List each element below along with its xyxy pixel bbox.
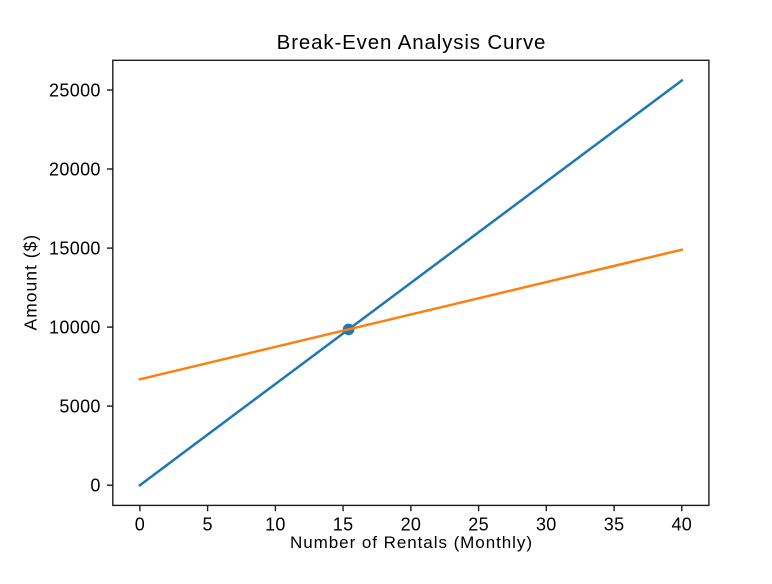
svg-text:5000: 5000 (59, 397, 100, 417)
svg-text:40: 40 (671, 515, 692, 535)
svg-text:20: 20 (401, 515, 422, 535)
svg-text:20000: 20000 (49, 160, 101, 180)
svg-text:15: 15 (333, 515, 354, 535)
svg-text:10000: 10000 (49, 318, 101, 338)
svg-text:25: 25 (468, 515, 489, 535)
svg-text:30: 30 (536, 515, 557, 535)
svg-text:0: 0 (90, 476, 100, 496)
svg-text:Amount ($): Amount ($) (21, 234, 41, 331)
svg-text:5: 5 (202, 515, 212, 535)
svg-text:35: 35 (604, 515, 625, 535)
svg-text:25000: 25000 (49, 81, 101, 101)
svg-text:0: 0 (135, 515, 145, 535)
svg-text:10: 10 (265, 515, 286, 535)
svg-text:15000: 15000 (49, 239, 101, 259)
svg-text:Number of Rentals (Monthly): Number of Rentals (Monthly) (290, 533, 533, 552)
svg-text:Break-Even Analysis Curve: Break-Even Analysis Curve (277, 31, 547, 54)
